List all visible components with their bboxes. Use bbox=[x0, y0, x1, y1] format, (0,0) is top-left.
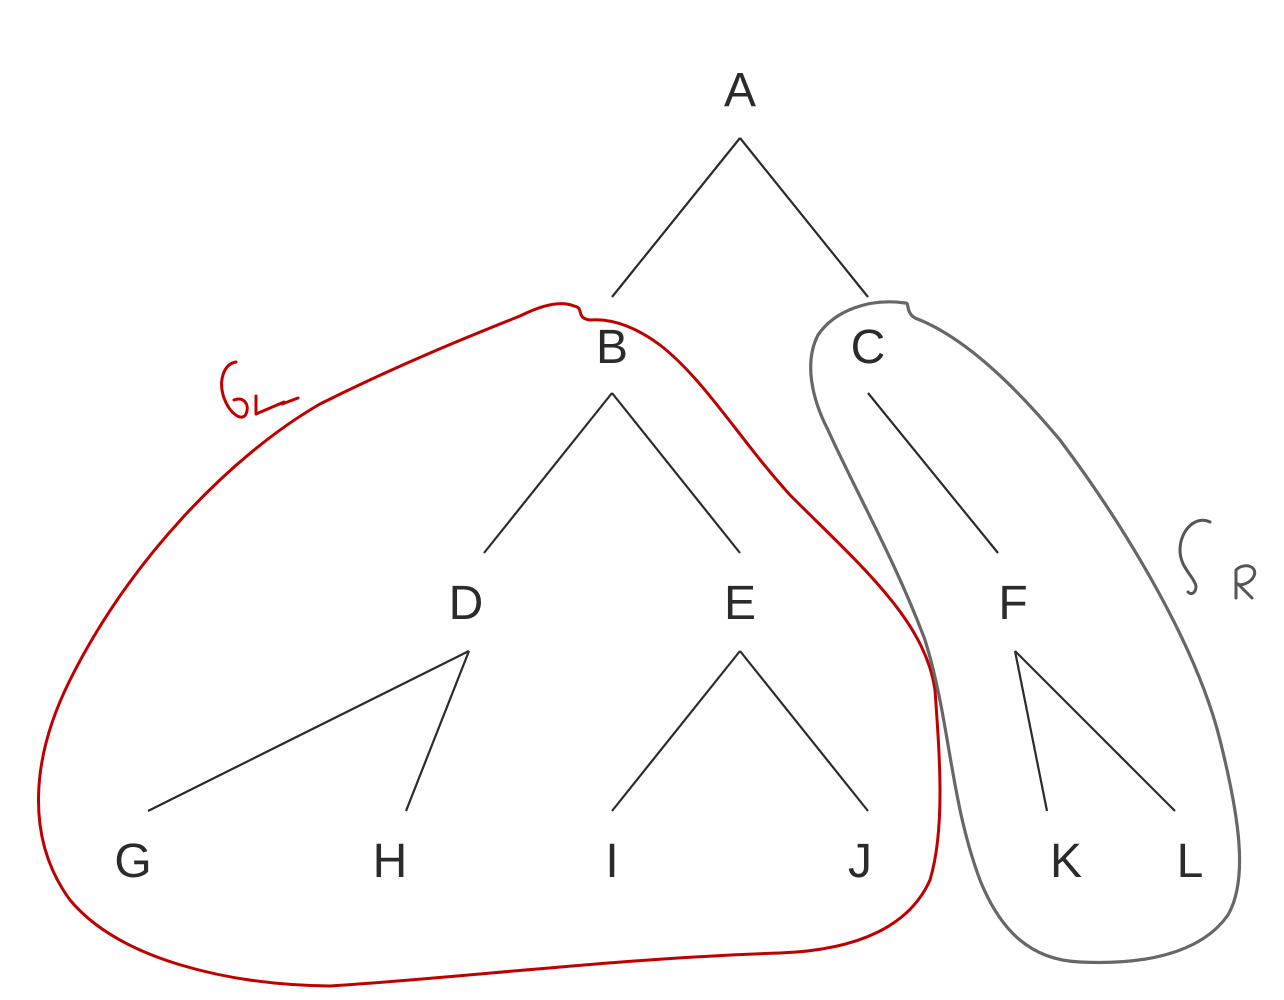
node-f: F bbox=[998, 577, 1027, 630]
edge-a-c bbox=[739, 137, 869, 298]
edge-e-j bbox=[739, 650, 869, 812]
edge-a-b bbox=[611, 137, 741, 298]
tree-nodes: A B C D E F G H I J K L bbox=[114, 64, 1203, 888]
tree-edges bbox=[147, 137, 1176, 812]
node-j: J bbox=[848, 835, 872, 888]
right-subtree-label bbox=[1178, 518, 1257, 600]
s-l-glyph-l bbox=[254, 394, 286, 416]
edge-e-i bbox=[611, 650, 741, 812]
node-a: A bbox=[724, 64, 756, 117]
node-e: E bbox=[724, 577, 756, 630]
edge-f-l bbox=[1014, 650, 1176, 812]
edge-c-f bbox=[867, 392, 999, 554]
node-k: K bbox=[1050, 835, 1082, 888]
s-r-glyph-s bbox=[1178, 518, 1212, 596]
node-g: G bbox=[114, 835, 151, 888]
right-subtree-outline bbox=[809, 300, 1242, 965]
left-subtree-outline bbox=[37, 302, 942, 988]
edge-f-k bbox=[1013, 650, 1049, 812]
node-i: I bbox=[605, 835, 618, 888]
node-d: D bbox=[449, 577, 484, 630]
left-subtree-label bbox=[220, 360, 300, 419]
s-l-glyph-s bbox=[220, 360, 249, 419]
node-l: L bbox=[1177, 835, 1204, 888]
edge-d-h bbox=[404, 650, 471, 812]
node-c: C bbox=[851, 321, 886, 374]
s-r-glyph-r bbox=[1234, 564, 1257, 600]
s-l-tick bbox=[280, 396, 300, 406]
edge-b-e bbox=[611, 392, 741, 554]
edge-d-g bbox=[147, 650, 470, 812]
edge-b-d bbox=[483, 392, 613, 554]
node-h: H bbox=[373, 835, 408, 888]
node-b: B bbox=[596, 321, 628, 374]
